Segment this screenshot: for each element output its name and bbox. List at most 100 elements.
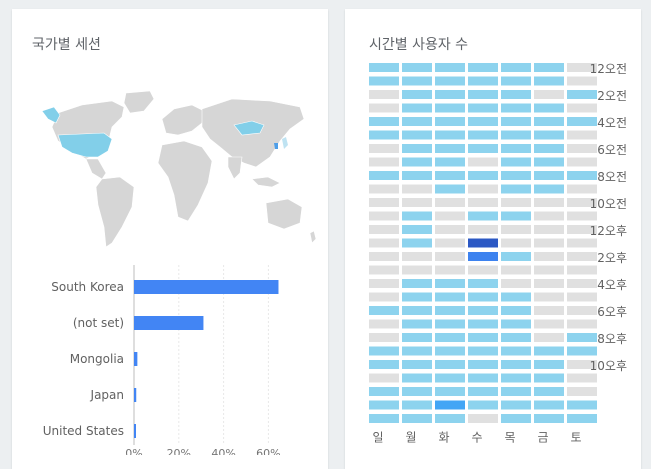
heatmap-cell[interactable]	[402, 319, 432, 329]
heatmap-cell[interactable]	[402, 373, 432, 383]
heatmap-cell[interactable]	[468, 144, 498, 153]
heatmap-cell[interactable]	[369, 63, 399, 72]
heatmap-cell[interactable]	[501, 117, 531, 126]
heatmap-cell[interactable]	[501, 144, 531, 153]
heatmap-cell[interactable]	[534, 198, 564, 207]
heatmap-cell[interactable]	[534, 373, 564, 383]
heatmap-cell[interactable]	[435, 279, 465, 288]
heatmap-cell[interactable]	[369, 225, 399, 234]
heatmap-cell[interactable]	[501, 130, 531, 140]
heatmap-cell[interactable]	[369, 360, 399, 369]
heatmap-cell[interactable]	[534, 225, 564, 234]
heatmap-cell[interactable]	[534, 319, 564, 329]
heatmap-cell[interactable]	[435, 306, 465, 315]
heatmap-cell[interactable]	[369, 171, 399, 180]
heatmap-cell[interactable]	[567, 319, 597, 329]
heatmap-cell[interactable]	[402, 252, 432, 261]
heatmap-cell[interactable]	[468, 279, 498, 288]
bar[interactable]	[134, 280, 279, 294]
heatmap-cell[interactable]	[435, 103, 465, 113]
heatmap-cell[interactable]	[468, 184, 498, 194]
heatmap-cell[interactable]	[435, 414, 465, 423]
heatmap-cell[interactable]	[468, 319, 498, 329]
heatmap-cell[interactable]	[402, 211, 432, 221]
heatmap-cell[interactable]	[501, 63, 531, 72]
heatmap-cell[interactable]	[402, 279, 432, 288]
heatmap-cell[interactable]	[501, 103, 531, 113]
heatmap-cell[interactable]	[567, 117, 597, 126]
heatmap-cell[interactable]	[534, 63, 564, 72]
heatmap-cell[interactable]	[501, 319, 531, 329]
heatmap-cell[interactable]	[435, 184, 465, 194]
heatmap-cell[interactable]	[468, 414, 498, 423]
heatmap-cell[interactable]	[369, 414, 399, 423]
heatmap-cell[interactable]	[534, 90, 564, 99]
heatmap-cell[interactable]	[402, 346, 432, 356]
heatmap-cell[interactable]	[435, 211, 465, 221]
heatmap-cell[interactable]	[501, 306, 531, 315]
heatmap-cell[interactable]	[369, 333, 399, 342]
heatmap-cell[interactable]	[501, 373, 531, 383]
bar[interactable]	[134, 316, 204, 330]
heatmap-cell[interactable]	[468, 130, 498, 140]
heatmap-cell[interactable]	[369, 117, 399, 126]
heatmap-cell[interactable]	[468, 387, 498, 396]
heatmap-cell[interactable]	[435, 117, 465, 126]
heatmap-cell[interactable]	[468, 103, 498, 113]
heatmap-cell[interactable]	[468, 90, 498, 99]
heatmap-cell[interactable]	[402, 130, 432, 140]
heatmap-cell[interactable]	[402, 360, 432, 369]
heatmap-cell[interactable]	[402, 76, 432, 86]
heatmap-cell[interactable]	[567, 333, 597, 342]
heatmap-cell[interactable]	[468, 211, 498, 221]
heatmap-cell[interactable]	[567, 103, 597, 113]
heatmap-cell[interactable]	[567, 265, 597, 275]
heatmap-cell[interactable]	[567, 387, 597, 396]
heatmap-cell[interactable]	[534, 171, 564, 180]
heatmap-cell[interactable]	[369, 198, 399, 207]
heatmap-cell[interactable]	[369, 292, 399, 302]
heatmap-cell[interactable]	[534, 117, 564, 126]
heatmap-cell[interactable]	[402, 292, 432, 302]
heatmap-cell[interactable]	[567, 198, 597, 207]
heatmap-cell[interactable]	[468, 252, 498, 261]
heatmap-cell[interactable]	[534, 184, 564, 194]
heatmap-cell[interactable]	[501, 238, 531, 248]
heatmap-cell[interactable]	[534, 144, 564, 153]
heatmap-cell[interactable]	[468, 292, 498, 302]
heatmap-cell[interactable]	[402, 103, 432, 113]
heatmap-cell[interactable]	[402, 265, 432, 275]
heatmap-cell[interactable]	[468, 346, 498, 356]
heatmap-cell[interactable]	[567, 373, 597, 383]
heatmap-cell[interactable]	[402, 117, 432, 126]
heatmap-cell[interactable]	[468, 373, 498, 383]
heatmap-cell[interactable]	[369, 130, 399, 140]
heatmap-cell[interactable]	[501, 414, 531, 423]
heatmap-cell[interactable]	[369, 346, 399, 356]
heatmap-cell[interactable]	[567, 346, 597, 356]
heatmap-cell[interactable]	[501, 360, 531, 369]
heatmap-cell[interactable]	[534, 414, 564, 423]
heatmap-cell[interactable]	[402, 414, 432, 423]
heatmap-cell[interactable]	[567, 225, 597, 234]
heatmap-cell[interactable]	[534, 387, 564, 396]
heatmap-cell[interactable]	[402, 306, 432, 315]
heatmap-cell[interactable]	[468, 171, 498, 180]
heatmap-cell[interactable]	[402, 198, 432, 207]
heatmap-cell[interactable]	[435, 400, 465, 410]
heatmap-cell[interactable]	[369, 211, 399, 221]
heatmap-cell[interactable]	[534, 346, 564, 356]
heatmap-cell[interactable]	[534, 360, 564, 369]
heatmap-cell[interactable]	[501, 90, 531, 99]
heatmap-cell[interactable]	[468, 225, 498, 234]
heatmap-cell[interactable]	[435, 333, 465, 342]
heatmap-cell[interactable]	[534, 238, 564, 248]
heatmap-cell[interactable]	[501, 225, 531, 234]
heatmap-cell[interactable]	[369, 252, 399, 261]
heatmap-cell[interactable]	[501, 265, 531, 275]
heatmap-cell[interactable]	[567, 184, 597, 194]
heatmap-cell[interactable]	[468, 63, 498, 72]
heatmap-cell[interactable]	[468, 198, 498, 207]
heatmap-cell[interactable]	[468, 333, 498, 342]
heatmap-cell[interactable]	[534, 211, 564, 221]
